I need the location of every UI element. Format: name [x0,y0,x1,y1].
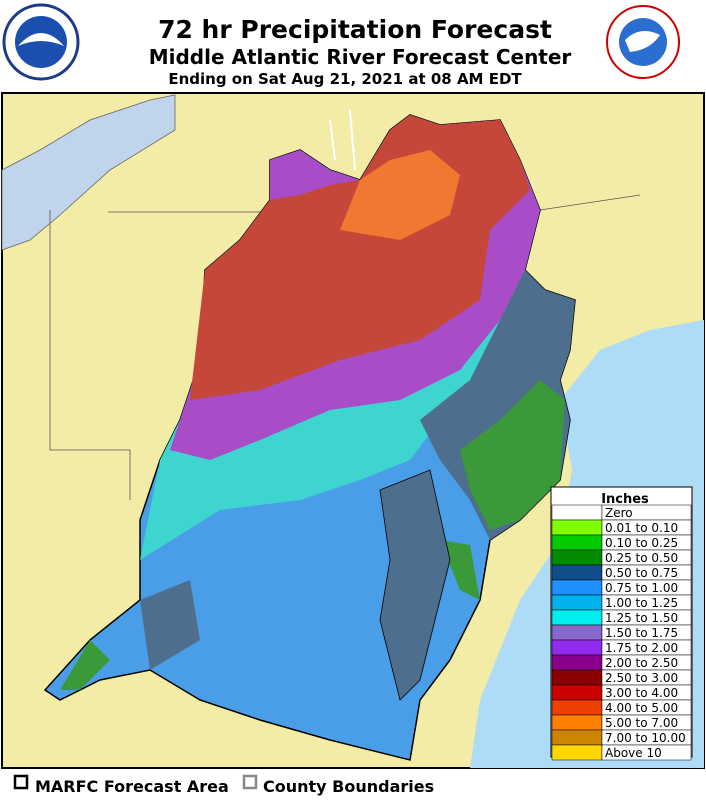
legend-label: 0.75 to 1.00 [605,581,678,595]
legend-label: 3.00 to 4.00 [605,686,678,700]
legend-label: Zero [605,506,633,520]
legend-swatch [551,564,603,581]
legend-swatch [551,654,603,671]
legend-swatch [551,714,603,731]
legend-label: 4.00 to 5.00 [605,701,678,715]
legend-swatch [551,624,603,641]
legend-row [601,744,692,761]
title: 72 hr Precipitation Forecast [158,15,552,44]
forecast-area-icon [13,774,29,790]
nws-logo [606,5,680,79]
legend-swatch [551,594,603,611]
legend-label: 0.01 to 0.10 [605,521,678,535]
legend-swatch [551,669,603,686]
county-boundary-icon [242,774,258,790]
legend-label: Above 10 [605,746,662,760]
legend-swatch [551,729,603,746]
ending-date: Ending on Sat Aug 21, 2021 at 08 AM EDT [168,70,522,88]
legend-swatch [551,744,603,761]
legend-label: 1.00 to 1.25 [605,596,678,610]
legend-label: 7.00 to 10.00 [605,731,686,745]
footer-item: MARFC Forecast Area [35,777,229,796]
legend-swatch [551,639,603,656]
legend-swatch [551,699,603,716]
legend-label: 0.10 to 0.25 [605,536,678,550]
legend-label: 0.50 to 0.75 [605,566,678,580]
legend-label: 1.50 to 1.75 [605,626,678,640]
map [1,92,705,769]
footer-item: County Boundaries [263,777,434,796]
subtitle: Middle Atlantic River Forecast Center [149,45,572,69]
legend-label: 1.25 to 1.50 [605,611,678,625]
legend-label: 0.25 to 0.50 [605,551,678,565]
legend-swatch [551,609,603,626]
legend-label: 2.50 to 3.00 [605,671,678,685]
legend-swatch [551,579,603,596]
legend-label: 1.75 to 2.00 [605,641,678,655]
noaa-logo [2,3,80,81]
legend-swatch [551,504,603,521]
legend-label: 5.00 to 7.00 [605,716,678,730]
legend-label: 2.00 to 2.50 [605,656,678,670]
legend-swatch [551,549,603,566]
legend-swatch [551,684,603,701]
legend-title: Inches [601,492,649,507]
legend-swatch [551,534,603,551]
legend-swatch [551,519,603,536]
